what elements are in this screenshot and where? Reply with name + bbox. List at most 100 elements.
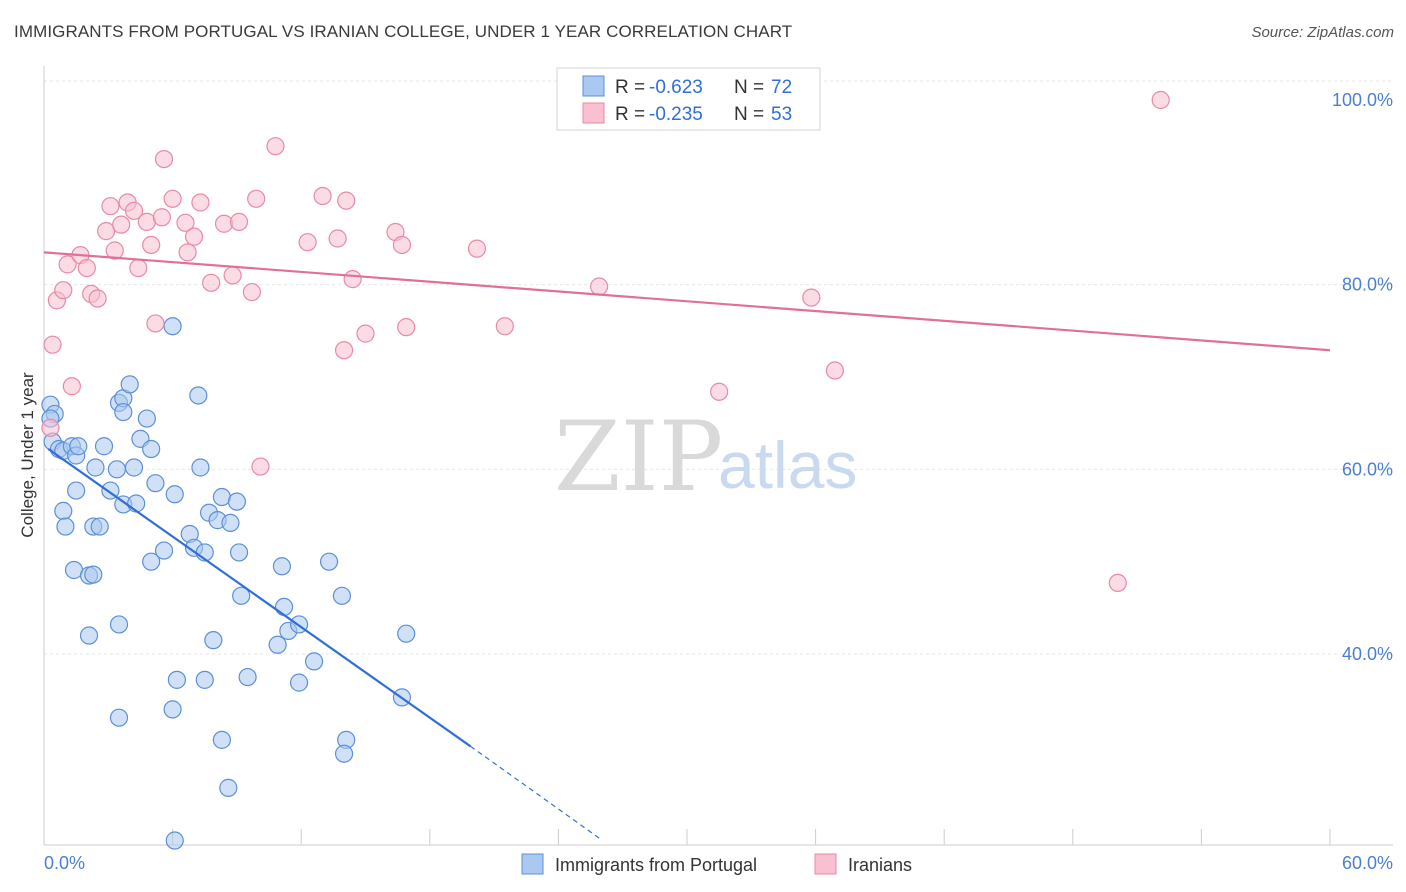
data-point-portugal: [195, 670, 214, 689]
data-point-iranian: [97, 222, 116, 241]
legend-n-value-portugal: 72: [771, 77, 792, 98]
data-point-portugal: [397, 624, 416, 643]
data-point-iranian: [356, 324, 375, 343]
data-point-iranian: [1108, 573, 1127, 593]
data-point-portugal: [238, 667, 257, 687]
data-point-iranian: [825, 361, 844, 380]
data-point-portugal: [90, 517, 109, 536]
data-point-iranian: [163, 189, 182, 208]
bottom-legend-swatch-iranians: [814, 853, 837, 875]
gridlines: [44, 80, 1393, 655]
data-point-portugal: [154, 541, 174, 560]
legend-swatch-iranians: [582, 102, 605, 124]
data-point-iranian: [590, 277, 609, 296]
data-point-iranian: [202, 273, 221, 292]
data-point-iranian: [152, 208, 171, 227]
data-point-portugal: [319, 552, 339, 571]
x-ticks: [43, 829, 1331, 845]
data-point-portugal: [165, 485, 184, 504]
y-tick-label: 100.0%: [1332, 90, 1393, 110]
data-point-iranian: [112, 215, 131, 234]
legend-n-label: N =: [734, 104, 764, 125]
data-point-iranian: [41, 418, 60, 437]
data-point-iranian: [77, 258, 96, 278]
data-point-iranian: [54, 281, 73, 300]
trendline-iranians: [43, 251, 1331, 352]
watermark-zip: ZIP: [554, 401, 723, 513]
data-point-portugal: [212, 487, 231, 507]
data-point-iranian: [495, 317, 514, 336]
data-point-iranian: [88, 289, 107, 308]
data-point-portugal: [94, 437, 114, 456]
data-point-portugal: [67, 481, 86, 500]
data-point-iranian: [337, 191, 356, 210]
data-point-portugal: [189, 386, 208, 405]
bottom-legend-label-iranians: Iranians: [848, 855, 912, 875]
data-point-iranian: [146, 314, 165, 333]
data-point-portugal: [212, 730, 231, 749]
data-point-portugal: [86, 458, 105, 477]
data-point-portugal: [54, 501, 73, 520]
y-tick-label: 40.0%: [1342, 644, 1393, 664]
data-point-iranian: [313, 186, 332, 206]
data-point-portugal: [127, 494, 146, 513]
data-point-portugal: [227, 492, 246, 511]
data-point-iranian: [137, 212, 156, 231]
data-point-portugal: [274, 597, 294, 617]
chart-title: IMMIGRANTS FROM PORTUGAL VS IRANIAN COLL…: [14, 22, 793, 41]
data-point-portugal: [137, 409, 156, 428]
data-point-portugal: [124, 458, 144, 477]
data-point-portugal: [142, 552, 161, 571]
data-point-iranian: [142, 235, 161, 255]
data-point-portugal: [142, 439, 161, 459]
data-point-iranian: [176, 213, 195, 232]
data-point-portugal: [56, 517, 75, 536]
data-point-portugal: [268, 635, 287, 654]
data-point-portugal: [84, 565, 103, 584]
data-point-iranian: [178, 243, 197, 262]
data-point-iranian: [266, 137, 285, 156]
data-point-iranian: [101, 197, 120, 216]
data-point-portugal: [146, 474, 165, 493]
data-point-iranian: [184, 227, 204, 246]
data-point-iranian: [58, 255, 77, 274]
chart-source: Source: ZipAtlas.com: [1251, 24, 1394, 41]
data-point-portugal: [232, 586, 251, 605]
legend-n-value-iranians: 53: [771, 104, 792, 125]
data-point-iranian: [710, 382, 729, 401]
data-point-portugal: [114, 402, 133, 422]
legend-r-label: R =: [615, 77, 645, 98]
data-point-iranian: [43, 335, 62, 354]
legend-r-value-portugal: -0.623: [649, 77, 703, 98]
data-point-iranian: [247, 189, 266, 208]
data-point-iranian: [467, 239, 487, 258]
data-point-portugal: [167, 670, 186, 689]
data-point-portugal: [204, 631, 223, 650]
data-point-iranian: [298, 233, 317, 252]
data-point-iranian: [229, 212, 249, 231]
data-point-portugal: [334, 744, 354, 763]
data-point-iranian: [392, 235, 412, 255]
data-point-portugal: [304, 652, 324, 671]
data-point-iranian: [343, 270, 362, 289]
legend-r-label: R =: [615, 104, 645, 125]
data-point-portugal: [221, 513, 240, 532]
data-point-iranian: [251, 457, 270, 476]
legend-box: R = -0.623 N = 72 R = -0.235 N = 53: [556, 67, 821, 131]
trendline-portugal-extension: [470, 745, 602, 841]
bottom-legend: Immigrants from Portugal Iranians: [521, 853, 912, 875]
data-point-portugal: [107, 460, 126, 479]
data-point-iranian: [105, 241, 124, 260]
legend-n-label: N =: [734, 77, 764, 98]
data-point-portugal: [165, 831, 184, 850]
data-point-portugal: [69, 437, 88, 456]
data-point-portugal: [120, 375, 139, 394]
data-point-iranian: [191, 193, 210, 212]
data-point-portugal: [289, 673, 309, 692]
data-point-iranian: [129, 258, 148, 278]
data-point-portugal: [272, 557, 292, 576]
data-point-portugal: [109, 615, 129, 634]
y-tick-label: 80.0%: [1342, 275, 1393, 295]
data-point-iranian: [328, 229, 347, 248]
y-tick-label: 60.0%: [1342, 459, 1393, 479]
